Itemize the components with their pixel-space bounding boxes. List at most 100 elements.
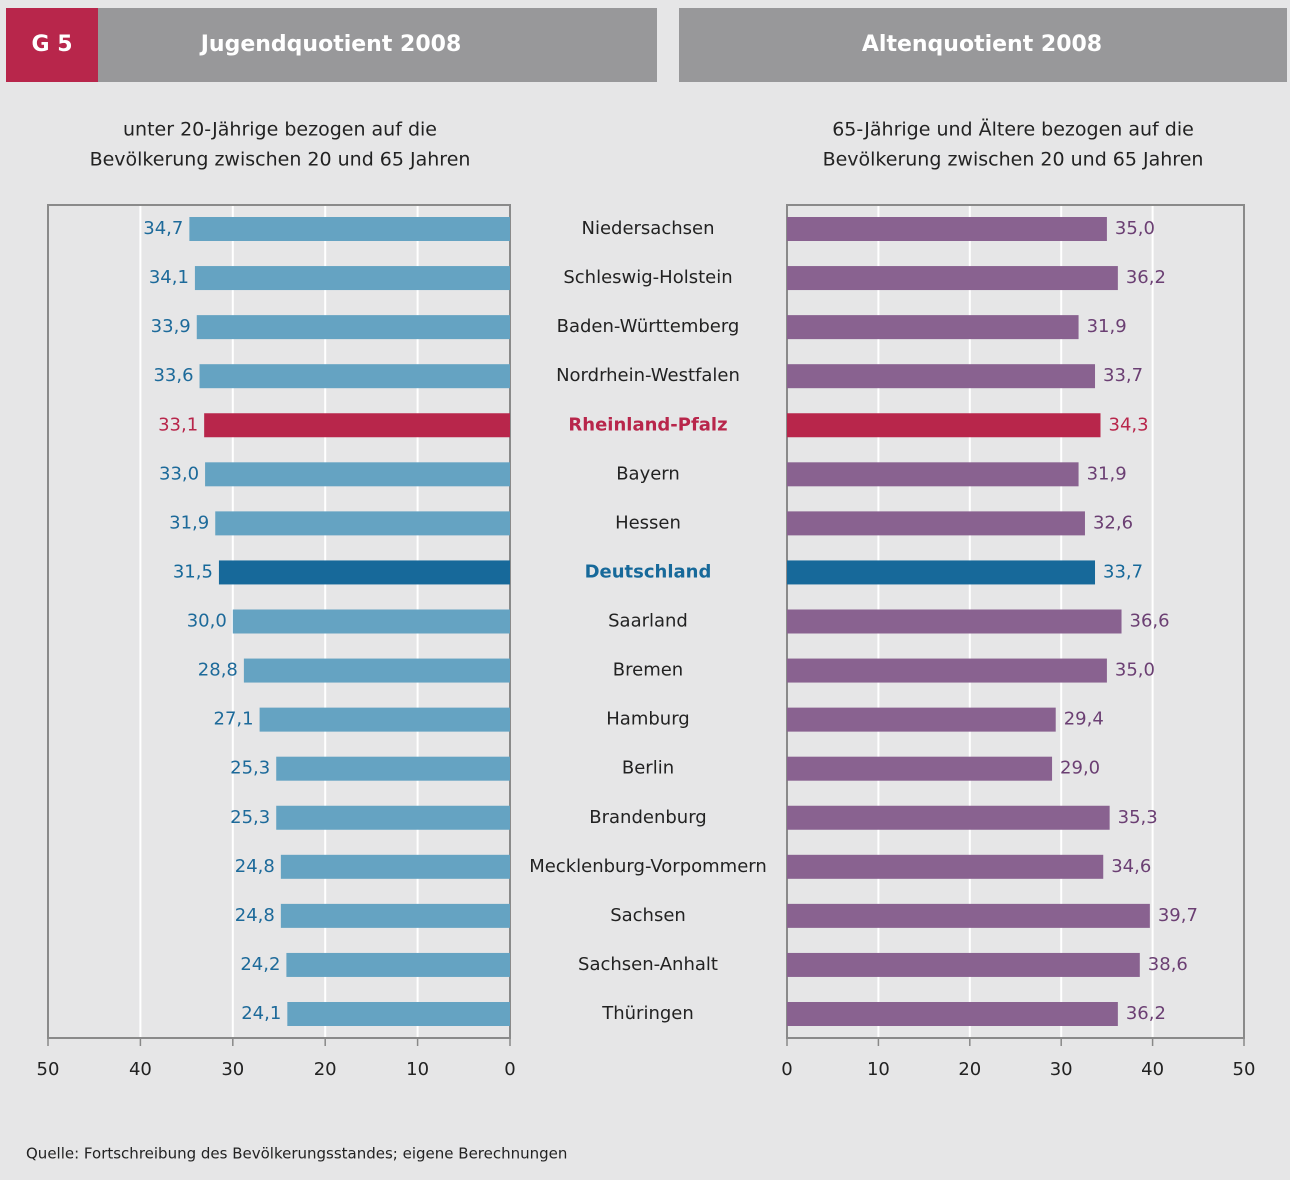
subtitle: Bevölkerung zwischen 20 und 65 Jahren (823, 149, 1204, 171)
value-label: 33,9 (151, 316, 191, 337)
subtitle: unter 20-Jährige bezogen auf die (123, 119, 437, 141)
bar (787, 217, 1107, 241)
bar (204, 413, 510, 438)
category-label: Nordrhein-Westfalen (556, 365, 740, 386)
x-tick-label: 20 (314, 1059, 337, 1080)
x-tick-label: 40 (1141, 1059, 1164, 1080)
category-label: Schleswig-Holstein (563, 267, 732, 288)
bar (232, 609, 511, 634)
bar (215, 511, 510, 536)
category-label: Baden-Württemberg (557, 316, 740, 337)
bar (787, 560, 1096, 585)
value-label: 34,7 (143, 218, 183, 239)
bar (276, 805, 510, 830)
value-label: 35,0 (1115, 660, 1155, 681)
value-label: 33,0 (159, 463, 199, 484)
bar (287, 1002, 510, 1026)
category-label: Berlin (622, 758, 674, 779)
x-tick-label: 10 (867, 1059, 890, 1080)
bar (787, 903, 1150, 928)
bar (276, 756, 510, 781)
x-tick-label: 50 (37, 1059, 60, 1080)
value-label: 38,6 (1148, 954, 1188, 975)
value-label: 24,1 (241, 1003, 281, 1024)
bar (787, 756, 1053, 781)
category-label: Rheinland-Pfalz (568, 414, 727, 435)
bar (280, 854, 510, 879)
x-tick-label: 10 (406, 1059, 429, 1080)
bar (196, 315, 510, 340)
x-tick-label: 0 (504, 1059, 515, 1080)
bar (787, 511, 1085, 536)
subtitle: 65-Jährige und Ältere bezogen auf die (832, 118, 1194, 141)
value-label: 33,1 (158, 414, 198, 435)
value-label: 39,7 (1158, 905, 1198, 926)
header-bar (98, 8, 657, 82)
value-label: 35,0 (1115, 218, 1155, 239)
bar (280, 903, 510, 928)
value-label: 36,6 (1130, 611, 1170, 632)
value-label: 25,3 (230, 758, 270, 779)
value-label: 35,3 (1118, 807, 1158, 828)
bar (199, 364, 510, 389)
x-tick-label: 0 (781, 1059, 792, 1080)
value-label: 28,8 (198, 660, 238, 681)
bar (243, 658, 510, 683)
category-label: Mecklenburg-Vorpommern (529, 856, 767, 877)
bar (787, 413, 1101, 438)
bar (286, 952, 510, 977)
bar (787, 854, 1104, 879)
header-bar (679, 8, 1287, 82)
value-label: 33,7 (1103, 365, 1143, 386)
source: Quelle: Fortschreibung des Bevölkerungss… (26, 1145, 567, 1163)
category-label: Bremen (613, 660, 683, 681)
x-tick-label: 40 (129, 1059, 152, 1080)
category-label: Niedersachsen (581, 218, 714, 239)
value-label: 36,2 (1126, 267, 1166, 288)
bar (787, 266, 1118, 291)
value-label: 31,9 (169, 512, 209, 533)
chart-label: G 5 (31, 32, 72, 57)
bar (787, 462, 1079, 487)
value-label: 30,0 (187, 611, 227, 632)
value-label: 31,5 (173, 561, 213, 582)
bar (787, 658, 1107, 683)
x-tick-label: 50 (1233, 1059, 1256, 1080)
bar (787, 805, 1110, 830)
value-label: 34,6 (1111, 856, 1151, 877)
value-label: 31,9 (1087, 316, 1127, 337)
bar (218, 560, 510, 585)
chart-title: Altenquotient 2008 (862, 32, 1102, 57)
bar (787, 315, 1079, 340)
category-label: Thüringen (601, 1003, 694, 1024)
category-label: Hessen (615, 512, 681, 533)
bar (194, 266, 510, 291)
subtitle: Bevölkerung zwischen 20 und 65 Jahren (90, 149, 471, 171)
bar (787, 364, 1096, 389)
category-label: Saarland (608, 611, 688, 632)
bar (787, 707, 1056, 732)
value-label: 33,7 (1103, 561, 1143, 582)
bar (189, 217, 510, 241)
value-label: 33,6 (153, 365, 193, 386)
value-label: 36,2 (1126, 1003, 1166, 1024)
chart-title: Jugendquotient 2008 (199, 32, 462, 57)
bar (787, 609, 1122, 634)
value-label: 31,9 (1087, 463, 1127, 484)
category-label: Brandenburg (589, 807, 706, 828)
value-label: 29,0 (1060, 758, 1100, 779)
bar (787, 952, 1140, 977)
value-label: 27,1 (214, 709, 254, 730)
value-label: 34,1 (149, 267, 189, 288)
bar (787, 1002, 1118, 1026)
value-label: 24,8 (235, 905, 275, 926)
category-label: Sachsen-Anhalt (578, 954, 718, 975)
category-label: Sachsen (610, 905, 686, 926)
value-label: 34,3 (1109, 414, 1149, 435)
x-tick-label: 30 (1050, 1059, 1073, 1080)
category-label: Hamburg (606, 709, 689, 730)
x-tick-label: 20 (958, 1059, 981, 1080)
label-box (6, 8, 98, 82)
